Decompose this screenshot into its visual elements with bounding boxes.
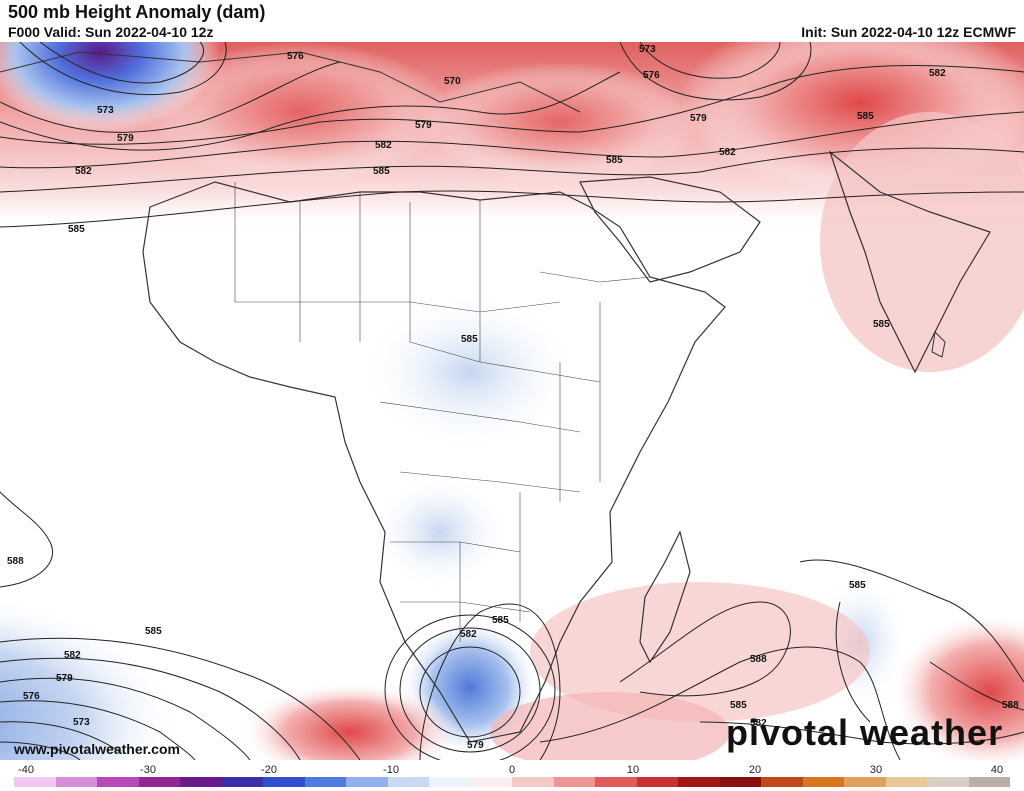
colorbar-tick: -20 — [261, 764, 277, 776]
contour-label: 588 — [7, 556, 24, 567]
colorbar-swatch — [97, 777, 139, 787]
colorbar-tick: 10 — [626, 764, 640, 776]
contour-label: 585 — [606, 155, 623, 166]
website-label: www.pivotalweather.com — [14, 741, 180, 757]
colorbar-swatch — [263, 777, 305, 787]
contour-label: 579 — [117, 133, 134, 144]
contour-label: 573 — [73, 717, 90, 728]
colorbar-swatch — [636, 777, 678, 787]
cold-anomaly-angola — [370, 472, 510, 592]
colorbar-swatch — [761, 777, 803, 787]
cold-anomaly-southwest — [0, 592, 260, 760]
madagascar-coastline — [639, 530, 691, 664]
colorbar-tick: -40 — [18, 764, 34, 776]
contour-label: 570 — [444, 76, 461, 87]
colorbar-swatch — [678, 777, 720, 787]
contour-label: 585 — [68, 224, 85, 235]
contour-label: 585 — [849, 580, 866, 591]
colorbar-tick: -30 — [140, 764, 156, 776]
colorbar-swatch — [885, 777, 927, 787]
colorbar-tick: -10 — [383, 764, 399, 776]
arabian-peninsula-coastline — [579, 176, 761, 283]
map-header: 500 mb Height Anomaly (dam) F000 Valid: … — [0, 0, 1024, 42]
contour-label: 579 — [467, 740, 484, 751]
colorbar-tick: 20 — [748, 764, 762, 776]
colorbar-tick: 40 — [990, 764, 1004, 776]
warm-anomaly-africa-north — [150, 42, 450, 182]
contour-label: 576 — [643, 70, 660, 81]
contour-label: 585 — [873, 319, 890, 330]
warm-anomaly-mideast — [420, 62, 700, 182]
colorbar: -40 -30 -20 -10 0 10 20 30 40 — [14, 764, 1010, 791]
colorbar-swatch — [55, 777, 97, 787]
contour-label: 585 — [730, 700, 747, 711]
contour-label: 576 — [23, 691, 40, 702]
colorbar-swatch — [346, 777, 388, 787]
map-title: 500 mb Height Anomaly (dam) — [8, 2, 266, 22]
height-contours — [0, 42, 1024, 760]
contour-label: 585 — [145, 626, 162, 637]
warm-anomaly-madagascar — [530, 582, 870, 722]
country-borders — [234, 182, 651, 642]
colorbar-swatch — [14, 777, 56, 787]
contour-label: 588 — [1002, 700, 1019, 711]
contour-label-group: 576 573 579 582 585 570 579 582 585 573 … — [7, 44, 1019, 751]
anomaly-map[interactable]: 576 573 579 582 585 570 579 582 585 573 … — [0, 42, 1024, 760]
contour-label: 576 — [287, 51, 304, 62]
cold-anomaly-central-africa — [360, 292, 580, 452]
contour-label: 582 — [460, 629, 477, 640]
contour-label: 579 — [415, 120, 432, 131]
contour-label: 573 — [639, 44, 656, 55]
warm-anomaly-south-indian — [490, 692, 730, 760]
colorbar-swatch — [553, 777, 595, 787]
init-time: Init: Sun 2022-04-10 12z ECMWF — [801, 24, 1016, 40]
contour-label: 582 — [75, 166, 92, 177]
contour-label: 582 — [375, 140, 392, 151]
contour-label: 582 — [929, 68, 946, 79]
colorbar-strip — [14, 777, 1010, 787]
colorbar-swatch — [844, 777, 886, 787]
warm-anomaly-south-atlantic — [240, 682, 460, 760]
colorbar-swatch — [595, 777, 637, 787]
colorbar-swatch — [221, 777, 263, 787]
brand-logo: pivotal weather — [726, 712, 1004, 753]
colorbar-swatch — [968, 777, 1010, 787]
africa-coastline — [142, 181, 726, 743]
colorbar-tick: 0 — [508, 764, 516, 776]
warm-anomaly-southeast — [890, 612, 1024, 760]
colorbar-swatch — [180, 777, 222, 787]
contour-label: 579 — [690, 113, 707, 124]
colorbar-swatch — [304, 777, 346, 787]
colorbar-swatch — [387, 777, 429, 787]
colorbar-swatch — [470, 777, 512, 787]
contour-label: 582 — [64, 650, 81, 661]
colorbar-swatch — [802, 777, 844, 787]
colorbar-swatch — [927, 777, 969, 787]
contour-label: 582 — [750, 718, 767, 729]
warm-anomaly-india — [820, 112, 1024, 372]
contour-label: 585 — [492, 615, 509, 626]
sri-lanka-coastline — [931, 330, 946, 358]
india-coastline — [828, 150, 991, 374]
colorbar-tick: 30 — [869, 764, 883, 776]
contour-label: 585 — [857, 111, 874, 122]
colorbar-swatch — [512, 777, 554, 787]
contour-label: 582 — [719, 147, 736, 158]
contour-label: 573 — [97, 105, 114, 116]
cold-anomaly-northwest — [0, 42, 220, 132]
contour-label: 585 — [461, 334, 478, 345]
valid-time: F000 Valid: Sun 2022-04-10 12z — [8, 24, 214, 40]
contour-label: 585 — [373, 166, 390, 177]
contour-label: 588 — [750, 654, 767, 665]
colorbar-swatch — [429, 777, 471, 787]
colorbar-swatch — [719, 777, 761, 787]
contour-label: 579 — [56, 673, 73, 684]
colorbar-swatch — [138, 777, 180, 787]
